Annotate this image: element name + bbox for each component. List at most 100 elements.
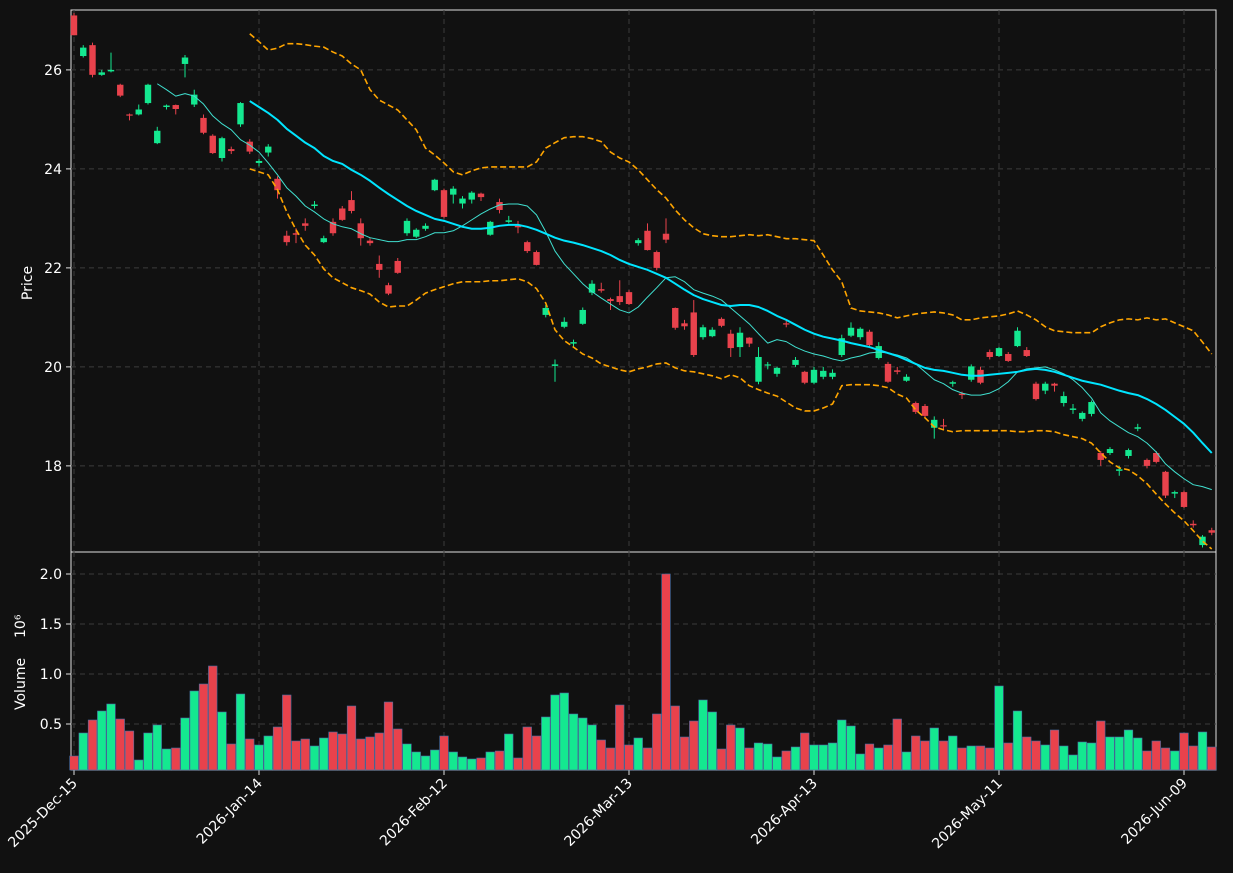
candle-body (746, 337, 753, 344)
volume-bar (827, 742, 838, 771)
candle-body (727, 333, 734, 349)
volume-bar (615, 704, 625, 771)
x-tick-label: 2026-Jan-14 (194, 775, 266, 847)
candle-body (524, 242, 531, 252)
candle-body (1106, 449, 1114, 454)
volume-bar (1003, 742, 1013, 771)
candle-body (690, 312, 697, 355)
volume-bar (467, 758, 477, 771)
volume-bar (272, 726, 283, 771)
candle-body (292, 233, 300, 235)
candle-body (820, 370, 827, 377)
candle-body (413, 229, 420, 237)
volume-bar (504, 733, 514, 771)
volume-bar (115, 718, 125, 771)
candle-body (801, 371, 808, 383)
candle-body (1143, 459, 1151, 466)
volume-bar (855, 753, 865, 771)
candle-body (200, 117, 207, 133)
volume-bar (448, 751, 458, 771)
candle-body (1042, 383, 1049, 391)
volume-bar (124, 730, 135, 771)
y-tick-label: 18 (44, 459, 62, 475)
indicator-line (249, 33, 1213, 355)
volume-bar (1160, 747, 1171, 771)
volume-bar (254, 744, 264, 771)
volume-bar (633, 737, 643, 771)
volume-bar (864, 743, 875, 771)
volume-bar (346, 705, 357, 771)
volume-bar (689, 720, 699, 771)
volume-bar (134, 759, 144, 771)
candle-body (117, 84, 124, 96)
volume-bar (393, 728, 403, 771)
candle-body (644, 230, 651, 251)
candle-body (1051, 383, 1058, 386)
volume-bar (208, 665, 218, 771)
candle-body (70, 15, 78, 36)
volume-bar (365, 736, 375, 771)
volume-bar (744, 747, 754, 771)
candle-body (561, 321, 568, 327)
candle-body (459, 198, 466, 204)
candle-body (968, 366, 975, 380)
volume-bar (892, 718, 902, 771)
volume-bar (920, 740, 930, 771)
volume-bar (874, 747, 884, 771)
candle-body (1134, 427, 1141, 429)
volume-bar (1151, 740, 1161, 771)
volume-bar (143, 732, 153, 771)
price-panel (70, 9, 1217, 553)
candle-body (1023, 350, 1030, 356)
volume-bar (698, 699, 708, 771)
candle-body (866, 331, 873, 346)
candle-body (940, 425, 947, 427)
volume-bar (1179, 732, 1189, 771)
candle-body (431, 179, 438, 191)
candle-body (958, 393, 966, 396)
volume-bar (356, 738, 366, 771)
candle-body (172, 105, 179, 109)
candle-body (357, 223, 364, 239)
candle-body (681, 323, 688, 327)
candle-body (98, 72, 105, 75)
volume-bar (522, 726, 532, 771)
candle-body (931, 419, 938, 428)
volume-bar (282, 694, 292, 771)
volume-bar (1188, 745, 1198, 771)
volume-bar (1133, 737, 1143, 771)
volume-bar (642, 747, 653, 771)
candle-body (699, 327, 707, 338)
volume-bar (1105, 736, 1115, 771)
candle-body (385, 285, 392, 294)
candle-body (607, 299, 614, 302)
candle-body (237, 103, 244, 125)
volume-bar (1207, 746, 1217, 771)
volume-bar (966, 745, 976, 771)
volume-bar (328, 731, 338, 771)
candle-body (1171, 492, 1178, 494)
candle-body (265, 146, 272, 153)
volume-panel (70, 551, 1217, 771)
y-tick-label: 22 (44, 261, 62, 277)
y-tick-label: 26 (44, 63, 62, 79)
volume-bar (901, 751, 912, 771)
y-tick-label: 24 (44, 162, 62, 178)
indicator-line (249, 100, 1213, 454)
volume-bar (661, 573, 671, 771)
candle-body (1069, 408, 1077, 410)
candle-body (551, 364, 559, 366)
volume-bar (1049, 729, 1060, 771)
x-tick-label: 2026-Feb-12 (377, 776, 451, 850)
candle-body (1125, 450, 1132, 456)
y2-tick-label: 1.5 (40, 617, 62, 633)
volume-bar (457, 756, 468, 771)
candle-body (1162, 471, 1169, 496)
candle-body (635, 240, 642, 244)
volume-bar (97, 710, 107, 771)
volume-bar (402, 743, 412, 771)
volume-bar (531, 735, 542, 771)
volume-bar (596, 739, 606, 771)
candle-body (283, 235, 290, 243)
